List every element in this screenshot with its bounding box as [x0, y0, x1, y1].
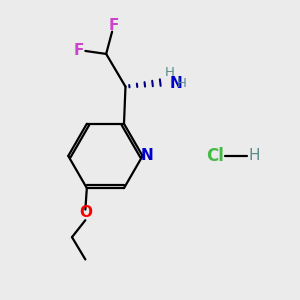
Text: N: N — [141, 148, 153, 164]
Text: H: H — [177, 77, 187, 90]
Text: O: O — [79, 205, 92, 220]
Text: Cl: Cl — [206, 147, 224, 165]
Text: F: F — [74, 44, 84, 59]
Text: N: N — [169, 76, 182, 91]
Text: F: F — [108, 18, 119, 33]
Text: H: H — [164, 66, 174, 79]
Text: H: H — [248, 148, 260, 164]
